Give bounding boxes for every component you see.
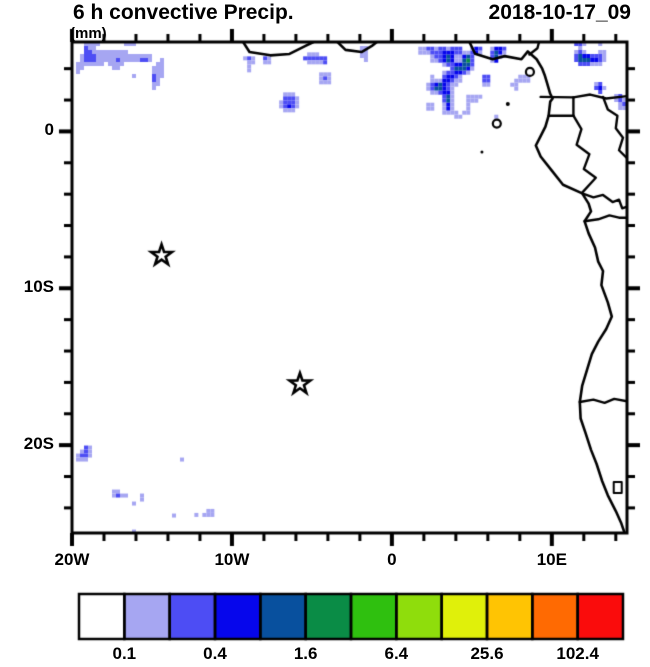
x-axis-tick-label: 20W	[54, 550, 90, 569]
y-axis-tick-label: 10S	[23, 277, 54, 297]
y-axis-tick-label: 0	[44, 120, 54, 140]
colorbar-tick-label: 0.1	[112, 644, 137, 663]
y-axis-tick-label: 20S	[23, 434, 54, 454]
x-axis-tick-label: 0	[387, 550, 397, 569]
colorbar-tick-label: 1.6	[293, 644, 318, 663]
colorbar-tick-label: 102.4	[556, 644, 599, 663]
colorbar-tick-label: 6.4	[384, 644, 409, 663]
colorbar-tick-label: 0.4	[203, 644, 227, 663]
plot-timestamp: 2018-10-17_09	[488, 1, 631, 24]
x-axis-tick-label: 10E	[536, 550, 567, 569]
x-axis-tick-label: 10W	[214, 550, 250, 569]
plot-title: 6 h convective Precip.	[73, 1, 294, 24]
colorbar-tick-label: 25.6	[470, 644, 504, 663]
units-label: (mm)	[70, 25, 107, 42]
